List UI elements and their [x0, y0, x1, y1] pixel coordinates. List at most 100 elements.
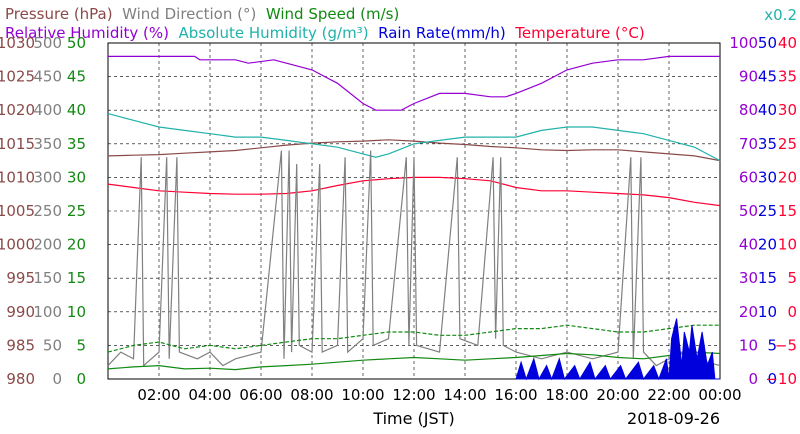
- tick-label-temperature: 15: [778, 202, 797, 220]
- tick-label-rain_rate: 10: [758, 303, 777, 321]
- series-wind-speed-gust-m-s-: [107, 324, 720, 353]
- tick-label-temperature: 40: [778, 34, 797, 52]
- tick-label-wind_speed: 50: [67, 34, 86, 52]
- tick-label-wind_direction: 0: [52, 370, 62, 388]
- x-tick-label: 16:00: [494, 386, 537, 404]
- legend-item: Wind Speed (m/s): [256, 5, 399, 23]
- tick-label-humidity: 60: [739, 168, 758, 186]
- tick-label-rain_rate: 45: [758, 68, 777, 86]
- axes: 9809859909951000100510101015102010251030…: [0, 34, 797, 404]
- legend-item: Relative Humidity (%): [5, 24, 169, 42]
- tick-label-pressure: 1020: [0, 101, 35, 119]
- tick-label-rain_rate: 0: [767, 370, 777, 388]
- series-wind-speed-m-s-: [107, 351, 721, 371]
- x-tick-label: 22:00: [647, 386, 690, 404]
- tick-label-rain_rate: 25: [758, 202, 777, 220]
- tick-label-humidity: 20: [739, 303, 758, 321]
- tick-label-humidity: 80: [739, 101, 758, 119]
- legend-item: Wind Direction (°): [113, 5, 257, 23]
- tick-label-wind_direction: 300: [33, 168, 62, 186]
- tick-label-pressure: 990: [6, 303, 35, 321]
- tick-label-temperature: −5: [775, 336, 797, 354]
- tick-label-rain_rate: 50: [758, 34, 777, 52]
- tick-label-wind_direction: 500: [33, 34, 62, 52]
- tick-label-wind_speed: 15: [67, 269, 86, 287]
- x-tick-label: 14:00: [443, 386, 486, 404]
- series: [107, 55, 721, 381]
- x-tick-label: 12:00: [392, 386, 435, 404]
- x-tick-label: 08:00: [290, 386, 333, 404]
- tick-label-temperature: 10: [778, 236, 797, 254]
- tick-label-temperature: 20: [778, 168, 797, 186]
- tick-label-pressure: 1005: [0, 202, 35, 220]
- tick-label-pressure: 1010: [0, 168, 35, 186]
- tick-label-temperature: 0: [787, 303, 797, 321]
- tick-label-rain_rate: 35: [758, 135, 777, 153]
- legend-item: Rain Rate(mm/h): [369, 24, 506, 42]
- legend-item: Temperature (°C): [506, 24, 645, 42]
- legend: Pressure (hPa) Wind Direction (°) Wind S…: [5, 5, 797, 42]
- abs-humidity-scale-note: x0.2: [764, 6, 797, 24]
- tick-label-temperature: 30: [778, 101, 797, 119]
- x-axis-label: Time (JST): [372, 409, 454, 428]
- tick-label-wind_direction: 200: [33, 236, 62, 254]
- x-tick-label: 18:00: [545, 386, 588, 404]
- tick-label-pressure: 980: [6, 370, 35, 388]
- tick-label-wind_speed: 30: [67, 168, 86, 186]
- tick-label-humidity: 50: [739, 202, 758, 220]
- x-tick-label: 04:00: [188, 386, 231, 404]
- tick-label-rain_rate: 20: [758, 236, 777, 254]
- tick-label-wind_direction: 150: [33, 269, 62, 287]
- tick-label-pressure: 985: [6, 336, 35, 354]
- legend-row: Pressure (hPa) Wind Direction (°) Wind S…: [5, 5, 399, 23]
- tick-label-pressure: 1015: [0, 135, 35, 153]
- tick-label-pressure: 1000: [0, 236, 35, 254]
- tick-label-wind_speed: 45: [67, 68, 86, 86]
- tick-label-humidity: 70: [739, 135, 758, 153]
- legend-item: Absolute Humidity (g/m³): [169, 24, 369, 42]
- tick-label-wind_speed: 35: [67, 135, 86, 153]
- legend-item: Pressure (hPa): [5, 5, 113, 23]
- tick-label-wind_direction: 350: [33, 135, 62, 153]
- x-tick-label: 00:00: [698, 386, 741, 404]
- tick-label-pressure: 1030: [0, 34, 35, 52]
- tick-label-rain_rate: 5: [767, 336, 777, 354]
- series-wind-direction-: [107, 150, 721, 367]
- tick-label-rain_rate: 40: [758, 101, 777, 119]
- tick-label-temperature: 35: [778, 68, 797, 86]
- series-absolute-humidity-g-m-: [107, 113, 721, 162]
- x-tick-label: 10:00: [341, 386, 384, 404]
- tick-label-wind_direction: 50: [43, 336, 62, 354]
- tick-label-rain_rate: 30: [758, 168, 777, 186]
- tick-label-wind_speed: 5: [76, 336, 86, 354]
- legend-row: Relative Humidity (%) Absolute Humidity …: [5, 24, 645, 42]
- grid: [108, 43, 720, 379]
- tick-label-humidity: 40: [739, 236, 758, 254]
- tick-label-humidity: 100: [729, 34, 758, 52]
- x-tick-label: 20:00: [596, 386, 639, 404]
- tick-label-temperature: −10: [765, 370, 797, 388]
- tick-label-rain_rate: 15: [758, 269, 777, 287]
- tick-label-wind_direction: 250: [33, 202, 62, 220]
- tick-label-humidity: 10: [739, 336, 758, 354]
- date-label: 2018-09-26: [627, 409, 720, 428]
- tick-label-pressure: 1025: [0, 68, 35, 86]
- tick-label-humidity: 30: [739, 269, 758, 287]
- tick-label-wind_direction: 400: [33, 101, 62, 119]
- series-rain-rate-mm-h-: [515, 318, 720, 381]
- tick-label-humidity: 90: [739, 68, 758, 86]
- tick-label-wind_speed: 10: [67, 303, 86, 321]
- tick-label-temperature: 5: [787, 269, 797, 287]
- tick-label-wind_direction: 100: [33, 303, 62, 321]
- tick-label-humidity: 0: [748, 370, 758, 388]
- series-relative-humidity-: [108, 55, 720, 111]
- series-pressure-hpa-: [107, 139, 721, 162]
- tick-label-wind_speed: 40: [67, 101, 86, 119]
- tick-label-pressure: 995: [6, 269, 35, 287]
- tick-label-wind_speed: 25: [67, 202, 86, 220]
- tick-label-temperature: 25: [778, 135, 797, 153]
- x-tick-label: 06:00: [239, 386, 282, 404]
- x-tick-label: 02:00: [137, 386, 180, 404]
- tick-label-wind_speed: 0: [76, 370, 86, 388]
